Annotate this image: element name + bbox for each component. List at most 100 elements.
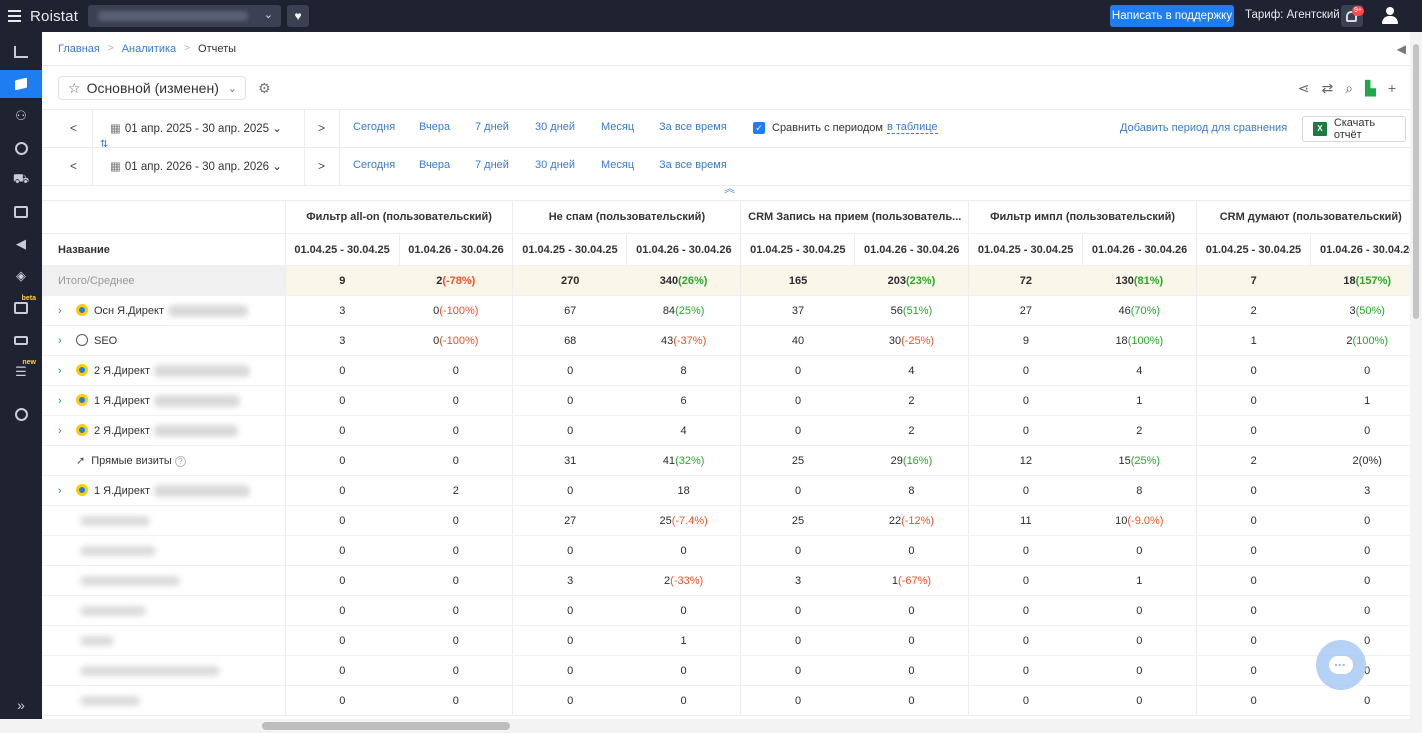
collapse-periods-icon[interactable]: ︽ — [724, 183, 735, 195]
table-row[interactable]: › Осн Я.Директ 3 0(-100%) 67 84(25%) 37 56(51%)… — [42, 295, 1410, 326]
star-icon[interactable]: ☆ — [68, 79, 81, 96]
analytics-icon[interactable] — [0, 70, 42, 98]
period-column-header[interactable]: 01.04.25 - 30.04.25 — [1196, 233, 1311, 266]
info-icon[interactable] — [0, 400, 42, 428]
vertical-scrollbar[interactable] — [1410, 32, 1422, 719]
quick-yesterday[interactable]: Вчера — [419, 159, 451, 171]
table-row[interactable]: 0 0 0 1 0 0 0 0 0 0 — [42, 625, 1410, 656]
quick-7-days[interactable]: 7 дней — [475, 121, 509, 133]
add-icon[interactable]: + — [1387, 80, 1396, 96]
next-period-icon[interactable]: > — [318, 159, 326, 173]
period-column-header[interactable]: 01.04.25 - 30.04.25 — [284, 233, 400, 266]
chat-widget-icon[interactable] — [1316, 640, 1366, 690]
beta-report-icon[interactable]: beta — [0, 294, 42, 322]
period-column-header[interactable]: 01.04.25 - 30.04.25 — [968, 233, 1083, 266]
period-column-header[interactable]: 01.04.26 - 30.04.26 — [626, 233, 741, 266]
layers-icon[interactable]: ◈ — [16, 268, 26, 283]
expand-row-icon[interactable]: › — [58, 364, 62, 377]
row-name-cell[interactable]: ➚ Прямые визиты? — [42, 445, 286, 476]
horizontal-scrollbar[interactable] — [0, 719, 1422, 733]
period-column-header[interactable]: 01.04.26 - 30.04.26 — [1082, 233, 1197, 266]
row-name-cell[interactable]: › 2 Я.Директ — [42, 355, 286, 386]
row-name-cell[interactable] — [42, 625, 286, 656]
period-column-header[interactable]: 01.04.26 - 30.04.26 — [854, 233, 969, 266]
quick-7-days[interactable]: 7 дней — [475, 159, 509, 171]
refresh-icon[interactable]: ⇄ — [1321, 80, 1334, 96]
scoring-icon[interactable] — [0, 326, 42, 354]
table-row[interactable]: ➚ Прямые визиты? 0 0 31 41(32%) 25 29(16%) 12 15(… — [42, 445, 1410, 476]
logo[interactable]: Roistat — [30, 8, 78, 25]
megaphone-icon[interactable]: ◀ — [16, 236, 26, 251]
row-name-cell[interactable] — [42, 535, 286, 566]
quick-today[interactable]: Сегодня — [353, 159, 396, 171]
table-row[interactable]: 0 0 0 0 0 0 0 0 0 0 — [42, 685, 1410, 716]
quick-30-days[interactable]: 30 дней — [535, 121, 576, 133]
quick-month[interactable]: Месяц — [601, 159, 635, 171]
table-row[interactable]: 0 0 3 2(-33%) 3 1(-67%) 0 1 0 0 — [42, 565, 1410, 596]
quick-today[interactable]: Сегодня — [353, 121, 396, 133]
calltracking-icon[interactable] — [0, 134, 42, 162]
metric-group-header[interactable]: CRM Запись на прием (пользователь... — [740, 200, 969, 234]
quick-30-days[interactable]: 30 дней — [535, 159, 576, 171]
dashboard-chart-icon[interactable] — [0, 38, 42, 66]
swap-periods-icon[interactable]: ⇅ — [100, 139, 109, 150]
breadcrumb-home[interactable]: Главная — [58, 42, 100, 55]
row-name-cell[interactable]: › 1 Я.Директ — [42, 475, 286, 506]
period-column-header[interactable]: 01.04.25 - 30.04.25 — [512, 233, 627, 266]
share-icon[interactable]: ⋖ — [1297, 80, 1310, 96]
table-row[interactable]: › 1 Я.Директ 0 0 0 6 0 2 0 1 0 1 — [42, 385, 1410, 416]
row-name-cell[interactable] — [42, 655, 286, 686]
help-icon[interactable]: ? — [174, 456, 186, 467]
chart-icon[interactable]: ▙ — [1365, 80, 1376, 96]
metric-group-header[interactable]: CRM думают (пользовательский) — [1196, 200, 1410, 234]
report-select[interactable]: ☆ Основной (изменен) ⌄ — [58, 76, 246, 100]
row-name-cell[interactable] — [42, 565, 286, 596]
row-name-cell[interactable] — [42, 685, 286, 716]
table-row[interactable]: › SEO 3 0(-100%) 68 43(-37%) 40 30(-25%) 9 18(100… — [42, 325, 1410, 356]
user-profile-icon[interactable] — [1380, 6, 1400, 26]
period-range-select[interactable]: ▦ 01 апр. 2025 - 30 апр. 2025 ⌄ — [110, 123, 282, 135]
cart-icon[interactable]: ⛟ — [12, 171, 30, 186]
announcements-megaphone-icon[interactable]: ◀ — [1396, 42, 1406, 56]
compare-mode-link[interactable]: в таблице — [886, 121, 938, 134]
table-row[interactable]: › 2 Я.Директ 0 0 0 4 0 2 0 2 0 0 — [42, 415, 1410, 446]
table-row[interactable]: › 1 Я.Директ 0 2 0 18 0 8 0 8 0 3 — [42, 475, 1410, 506]
gear-icon[interactable]: ⚙ — [258, 80, 271, 96]
prev-period-icon[interactable]: < — [70, 121, 78, 135]
expand-row-icon[interactable]: › — [58, 335, 62, 347]
tariff-label[interactable]: Тариф: Агентский — [1245, 9, 1340, 21]
new-report-icon[interactable]: ☰ new — [15, 359, 36, 379]
metric-group-header[interactable]: Не спам (пользовательский) — [512, 200, 741, 234]
compare-checkbox[interactable]: ✓ — [753, 121, 765, 134]
download-report-button[interactable]: X Скачать отчёт — [1302, 116, 1406, 142]
metric-group-header[interactable]: Фильтр all-on (пользовательский) — [284, 200, 513, 234]
calendar-icon[interactable] — [0, 198, 42, 226]
metric-group-header[interactable]: Фильтр импл (пользовательский) — [968, 200, 1197, 234]
name-column-header[interactable]: Название — [42, 233, 286, 266]
row-name-cell[interactable] — [42, 505, 286, 536]
period-column-header[interactable]: 01.04.26 - 30.04.26 — [398, 233, 513, 266]
project-select[interactable]: ⌄ — [88, 5, 281, 27]
row-name-cell[interactable]: › Осн Я.Директ — [42, 295, 286, 326]
quick-all-time[interactable]: За все время — [659, 159, 727, 171]
period-column-header[interactable]: 01.04.26 - 30.04.26 — [1309, 233, 1410, 266]
quick-month[interactable]: Месяц — [601, 121, 635, 133]
notifications-bell-icon[interactable]: 9+ — [1341, 5, 1364, 27]
row-name-cell[interactable] — [42, 595, 286, 626]
table-row[interactable]: 0 0 0 0 0 0 0 0 0 0 — [42, 655, 1410, 686]
quick-yesterday[interactable]: Вчера — [419, 121, 451, 133]
favorite-heart-icon[interactable]: ♥ — [287, 5, 309, 27]
add-period-link[interactable]: Добавить период для сравнения — [1120, 122, 1288, 134]
compare-period-toggle[interactable]: ✓ Сравнить с периодом в таблице — [753, 121, 938, 134]
expand-row-icon[interactable]: › — [58, 484, 62, 497]
table-row[interactable]: 0 0 0 0 0 0 0 0 0 0 — [42, 535, 1410, 566]
next-period-icon[interactable]: > — [318, 121, 326, 135]
row-name-cell[interactable]: › 2 Я.Директ — [42, 415, 286, 446]
expand-row-icon[interactable]: › — [58, 424, 62, 437]
breadcrumb-analytics[interactable]: Аналитика — [121, 42, 177, 55]
expand-row-icon[interactable]: › — [58, 394, 62, 407]
row-name-cell[interactable]: › 1 Я.Директ — [42, 385, 286, 416]
prev-period-icon[interactable]: < — [70, 159, 78, 173]
table-row[interactable]: › 2 Я.Директ 0 0 0 8 0 4 0 4 0 0 — [42, 355, 1410, 386]
structure-icon[interactable]: ⚇ — [15, 108, 27, 123]
